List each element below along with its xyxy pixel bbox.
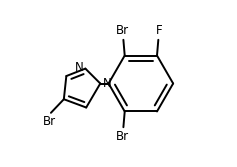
Text: N: N <box>74 61 83 74</box>
Text: Br: Br <box>43 115 56 128</box>
Text: Br: Br <box>116 130 129 142</box>
Text: Br: Br <box>116 25 129 37</box>
Text: F: F <box>156 25 163 37</box>
Text: N: N <box>102 77 111 90</box>
